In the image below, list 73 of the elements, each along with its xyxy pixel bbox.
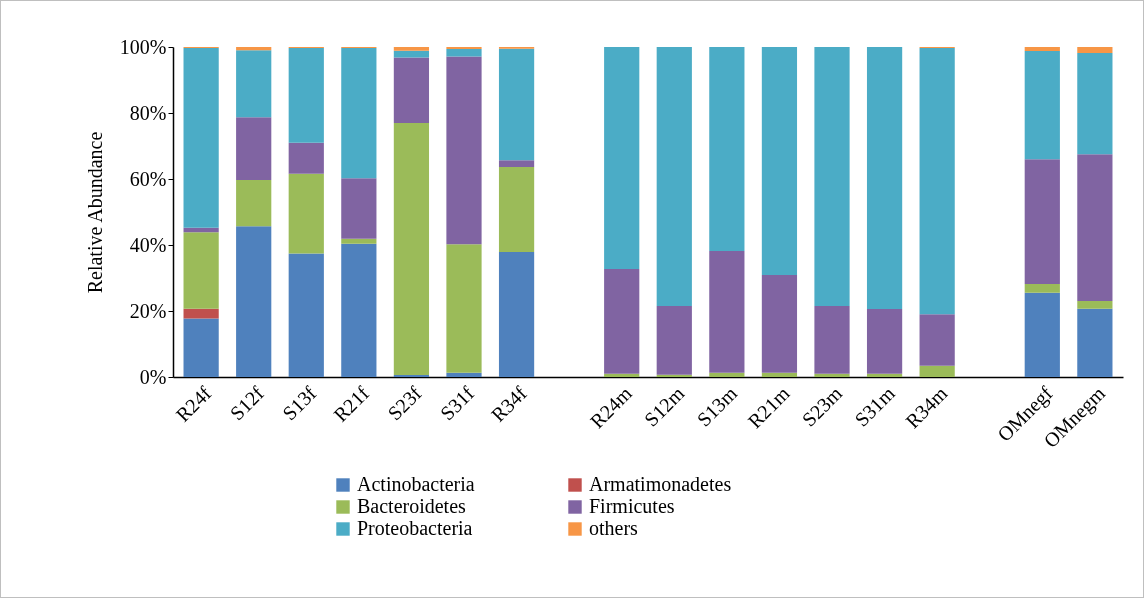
bar [919, 314, 955, 366]
bar [866, 373, 903, 377]
bar [446, 48, 482, 57]
y-tick-label: 80% [129, 101, 167, 124]
bar [446, 244, 482, 373]
bar [1077, 308, 1113, 377]
bar [446, 372, 482, 377]
bar [814, 47, 850, 307]
bar [919, 365, 955, 377]
bar [919, 47, 955, 315]
bar [1077, 47, 1113, 53]
bar [1077, 301, 1113, 309]
bar [1024, 50, 1060, 160]
bar [604, 47, 640, 270]
bar [183, 232, 219, 309]
bar [236, 226, 272, 377]
bar [288, 253, 324, 377]
legend-label: Actinobacteria [357, 473, 475, 495]
legend-label: Proteobacteria [357, 517, 473, 539]
bar [866, 309, 903, 374]
bar [341, 238, 377, 244]
bar [498, 251, 535, 377]
bar [393, 57, 430, 123]
legend-label: Bacteroidetes [357, 495, 467, 517]
bar [1077, 52, 1113, 155]
bar [1077, 154, 1113, 302]
bar [341, 178, 377, 239]
bar [814, 373, 850, 377]
y-tick-label: 0% [139, 365, 167, 388]
bar [236, 179, 272, 227]
bar [236, 50, 272, 118]
bar [761, 275, 798, 373]
bar [761, 47, 798, 276]
legend-label: others [589, 517, 639, 539]
bar [761, 372, 798, 377]
bar [393, 122, 430, 376]
y-tick-label: 60% [129, 167, 167, 190]
bar [1024, 292, 1060, 377]
bar [393, 50, 430, 58]
bar [446, 56, 482, 245]
bar [183, 318, 219, 377]
bar [183, 47, 219, 228]
bar [183, 227, 219, 233]
bar [236, 117, 272, 180]
bar [1024, 47, 1060, 51]
bar [709, 47, 745, 251]
bar [341, 243, 377, 377]
bar [288, 142, 324, 174]
bar [709, 250, 745, 373]
bar [341, 47, 377, 179]
y-tick-label: 100% [119, 35, 167, 58]
legend-label: Firmicutes [589, 495, 675, 517]
bar [498, 48, 535, 161]
bar [604, 269, 640, 374]
bar [656, 47, 692, 307]
bar [814, 306, 850, 374]
bar [393, 47, 430, 51]
bar [866, 47, 903, 310]
bar [288, 173, 324, 254]
bar [183, 308, 219, 319]
bar [709, 372, 745, 377]
y-axis-title: Relative Abundance [83, 131, 106, 294]
bar [498, 160, 535, 168]
bar [604, 373, 640, 377]
bar [1024, 159, 1060, 284]
bar [1024, 283, 1060, 293]
y-tick-label: 40% [129, 233, 167, 256]
bar [288, 47, 324, 143]
bar [656, 306, 692, 375]
legend-label: Armatimonadetes [589, 473, 732, 495]
bar [236, 47, 272, 51]
bar [498, 167, 535, 252]
y-tick-label: 20% [129, 299, 167, 322]
